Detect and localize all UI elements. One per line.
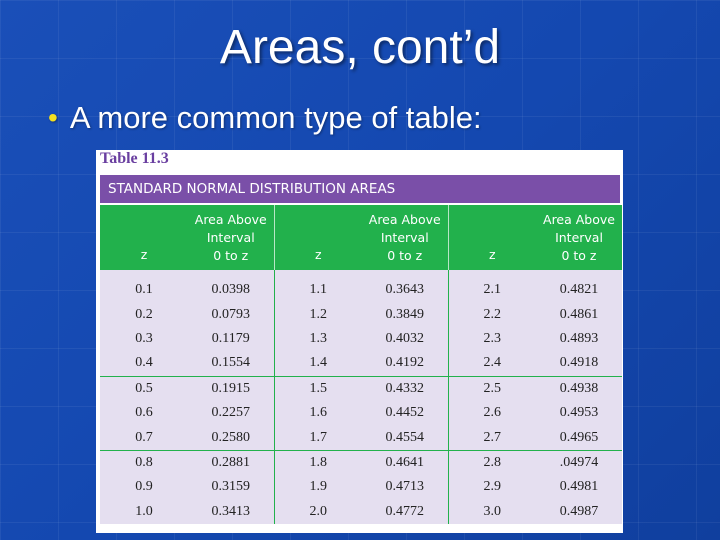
z-value-cell: 2.0 bbox=[274, 499, 362, 524]
z-value-cell: 1.3 bbox=[274, 326, 362, 352]
header-line: Interval bbox=[380, 229, 429, 245]
z-value-cell: 1.7 bbox=[274, 425, 362, 451]
table-row: 0.5 0.1915 1.5 0.4332 2.5 0.4938 bbox=[100, 375, 622, 401]
z-value-cell: 0.1 bbox=[100, 270, 188, 303]
header-line: Area Above bbox=[543, 211, 615, 227]
z-value-cell: 2.5 bbox=[448, 375, 536, 401]
z-value-cell: 0.8 bbox=[100, 449, 188, 476]
area-value-cell: 0.3413 bbox=[188, 499, 275, 524]
column-header-z: z bbox=[100, 205, 188, 270]
z-value-cell: 2.6 bbox=[448, 400, 536, 426]
z-value-cell: 2.8 bbox=[448, 449, 536, 476]
z-value-cell: 1.8 bbox=[274, 449, 362, 476]
area-value-cell: 0.4938 bbox=[536, 375, 622, 401]
table-row: 0.8 0.2881 1.8 0.4641 2.8.04974 bbox=[100, 449, 622, 476]
area-value-cell: 0.4554 bbox=[362, 425, 449, 451]
area-value-cell: 0.4452 bbox=[362, 400, 449, 426]
area-value-cell: 0.1915 bbox=[188, 375, 275, 401]
header-line: Area Above bbox=[368, 211, 441, 227]
area-value-cell: 0.2881 bbox=[188, 449, 275, 476]
normal-distribution-table: Table 11.3 STANDARD NORMAL DISTRIBUTION … bbox=[96, 150, 623, 533]
area-value-cell: 0.2580 bbox=[188, 425, 275, 451]
header-line: Interval bbox=[206, 229, 255, 245]
z-value-cell: 2.4 bbox=[448, 351, 536, 377]
table-row: 0.7 0.2580 1.7 0.4554 2.7 0.4965 bbox=[100, 425, 622, 451]
area-value-cell: 0.3643 bbox=[362, 270, 449, 303]
area-value-cell: 0.4332 bbox=[362, 375, 449, 401]
z-value-cell: 3.0 bbox=[448, 499, 536, 524]
area-value-cell: 0.4893 bbox=[536, 326, 622, 352]
table-header-row: z Area Above Interval 0 to z z Area Abov… bbox=[100, 205, 622, 270]
table-row: 1.0 0.3413 2.0 0.4772 3.0 0.4987 bbox=[100, 499, 622, 524]
header-line: Interval bbox=[555, 229, 603, 245]
table-heading: STANDARD NORMAL DISTRIBUTION AREAS bbox=[100, 175, 620, 203]
z-value-cell: 2.9 bbox=[448, 475, 536, 500]
z-value-cell: 1.2 bbox=[274, 302, 362, 327]
area-value-cell: .04974 bbox=[536, 449, 622, 476]
table-row: 0.6 0.2257 1.6 0.4452 2.6 0.4953 bbox=[100, 400, 622, 426]
header-line: 0 to z bbox=[213, 247, 249, 263]
z-value-cell: 1.5 bbox=[274, 375, 362, 401]
z-value-cell: 0.3 bbox=[100, 326, 188, 352]
area-value-cell: 0.4772 bbox=[362, 499, 449, 524]
area-value-cell: 0.4987 bbox=[536, 499, 622, 524]
z-value-cell: 1.4 bbox=[274, 351, 362, 377]
bullet-text: A more common type of table: bbox=[69, 100, 482, 135]
z-value-cell: 2.1 bbox=[448, 270, 536, 303]
table-row: 0.4 0.1554 1.4 0.4192 2.4 0.4918 bbox=[100, 351, 622, 377]
table-row: 0.9 0.3159 1.9 0.4713 2.9 0.4981 bbox=[100, 475, 622, 500]
z-value-cell: 1.9 bbox=[274, 475, 362, 500]
areas-table: z Area Above Interval 0 to z z Area Abov… bbox=[100, 205, 622, 524]
table-body: 0.1 0.0398 1.1 0.3643 2.1 0.4821 0.2 0.0793 1.2 0… bbox=[100, 270, 622, 524]
table-row: 0.2 0.0793 1.2 0.3849 2.2 0.4861 bbox=[100, 302, 622, 327]
z-value-cell: 0.9 bbox=[100, 475, 188, 500]
z-value-cell: 0.7 bbox=[100, 425, 188, 451]
area-value-cell: 0.3159 bbox=[188, 475, 275, 500]
bullet-item: • A more common type of table: bbox=[48, 100, 482, 136]
column-header-area: Area Above Interval 0 to z bbox=[362, 205, 449, 270]
z-value-cell: 2.2 bbox=[448, 302, 536, 327]
area-value-cell: 0.4821 bbox=[536, 270, 622, 303]
area-value-cell: 0.1554 bbox=[188, 351, 275, 377]
table-row: 0.1 0.0398 1.1 0.3643 2.1 0.4821 bbox=[100, 270, 622, 303]
area-value-cell: 0.1179 bbox=[188, 326, 275, 352]
area-value-cell: 0.3849 bbox=[362, 302, 449, 327]
table-row: 0.3 0.1179 1.3 0.4032 2.3 0.4893 bbox=[100, 326, 622, 352]
area-value-cell: 0.0793 bbox=[188, 302, 275, 327]
z-value-cell: 1.6 bbox=[274, 400, 362, 426]
column-header-area: Area Above Interval 0 to z bbox=[188, 205, 275, 270]
slide-title: Areas, cont’d bbox=[219, 21, 501, 74]
z-value-cell: 0.2 bbox=[100, 302, 188, 327]
area-value-cell: 0.4032 bbox=[362, 326, 449, 352]
z-value-cell: 1.1 bbox=[274, 270, 362, 303]
area-value-cell: 0.0398 bbox=[188, 270, 275, 303]
header-line: 0 to z bbox=[387, 247, 423, 263]
z-value-cell: 2.3 bbox=[448, 326, 536, 352]
z-value-cell: 0.4 bbox=[100, 351, 188, 377]
area-value-cell: 0.4861 bbox=[536, 302, 622, 327]
area-value-cell: 0.4981 bbox=[536, 475, 622, 500]
z-value-cell: 2.7 bbox=[448, 425, 536, 451]
header-line: 0 to z bbox=[561, 247, 597, 263]
column-header-area: Area Above Interval 0 to z bbox=[536, 205, 622, 270]
area-value-cell: 0.4641 bbox=[362, 449, 449, 476]
area-value-cell: 0.4953 bbox=[536, 400, 622, 426]
bullet-dot-icon: • bbox=[48, 102, 58, 133]
z-value-cell: 0.6 bbox=[100, 400, 188, 426]
area-value-cell: 0.4192 bbox=[362, 351, 449, 377]
table-label: Table 11.3 bbox=[100, 150, 169, 167]
column-header-z: z bbox=[448, 205, 536, 270]
header-line: Area Above bbox=[194, 211, 267, 227]
z-value-cell: 0.5 bbox=[100, 375, 188, 401]
area-value-cell: 0.2257 bbox=[188, 400, 275, 426]
area-value-cell: 0.4965 bbox=[536, 425, 622, 451]
column-header-z: z bbox=[274, 205, 362, 270]
z-value-cell: 1.0 bbox=[100, 499, 188, 524]
area-value-cell: 0.4918 bbox=[536, 351, 622, 377]
area-value-cell: 0.4713 bbox=[362, 475, 449, 500]
